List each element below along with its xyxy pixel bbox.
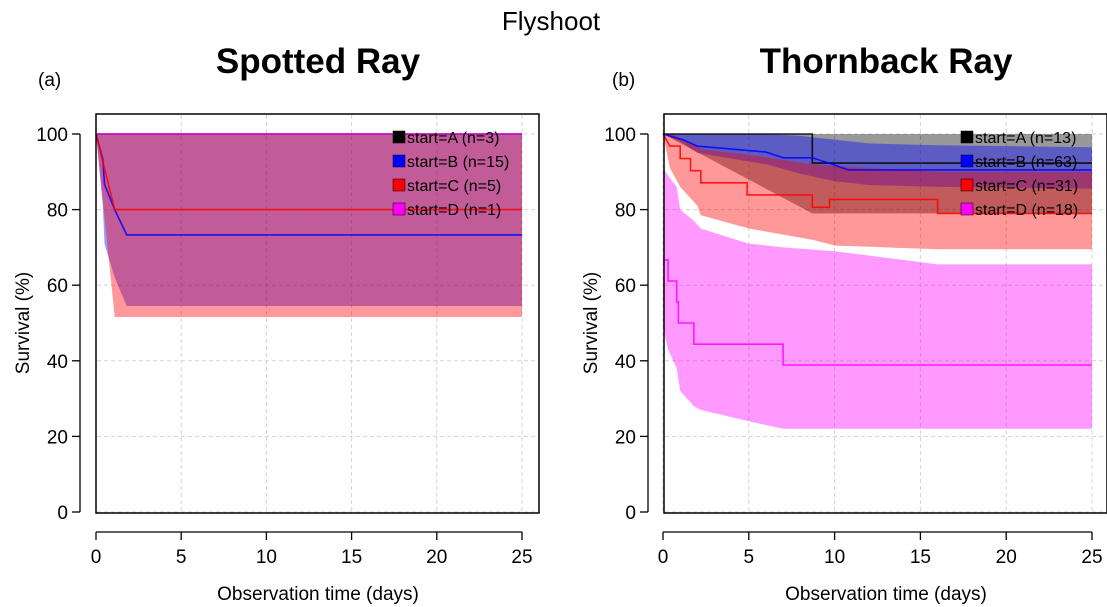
legend-label-a: start=A (n=13) [975,130,1076,147]
y-tick-label: 0 [625,503,636,524]
survival-curve-d [663,259,1092,366]
x-tick-label: 10 [256,547,277,568]
legend-label-d: start=D (n=1) [407,202,501,219]
y-tick-label: 0 [57,503,68,524]
legend-swatch-c [960,178,974,192]
y-tick-label: 60 [47,276,68,297]
panel-title: Thornback Ray [760,42,1013,81]
y-axis-label: Survival (%) [13,272,34,374]
survival-curves [662,133,1092,366]
panel-thornback-ray: Thornback Ray (b) 0 5 10 15 20 25 0 20 40 60 80 10… [581,42,1107,605]
y-tick-label: 100 [604,125,636,146]
x-tick-label: 10 [824,547,845,568]
legend-label-a: start=A (n=3) [407,130,500,147]
survival-curve-a [663,133,1092,164]
x-tick-label: 20 [996,547,1017,568]
legend-label-b: start=B (n=15) [407,154,509,171]
legend-swatch-a [960,130,974,144]
confidence-band-b [96,134,522,306]
y-tick-label: 60 [615,276,636,297]
grid [662,115,1106,513]
legend-label-c: start=C (n=31) [975,178,1078,195]
panel-label: (a) [38,70,61,91]
x-tick-label: 0 [91,547,102,568]
x-axis: 0 5 10 15 20 25 [91,531,533,568]
x-tick-label: 0 [658,547,669,568]
survival-curve-c [662,133,1092,215]
panel-label: (b) [612,70,635,91]
panel-title: Spotted Ray [216,42,421,81]
legend-label-d: start=D (n=18) [975,202,1078,219]
legend-swatch-d [392,202,406,216]
x-axis: 0 5 10 15 20 25 [658,531,1103,568]
legend: start=A (n=3) start=B (n=15) start=C (n=5)… [392,130,509,219]
x-tick-label: 15 [910,547,931,568]
y-tick-label: 20 [615,427,636,448]
figure-title: Flyshoot [502,6,601,36]
y-axis: 0 20 40 60 80 100 [604,125,649,524]
confidence-bands [663,134,1092,429]
survival-curve-b [662,133,1092,171]
survival-curves [95,133,522,236]
plot-frame [663,113,1107,514]
confidence-band-c [96,134,522,317]
y-tick-label: 100 [36,125,68,146]
legend-swatch-b [392,154,406,168]
legend-label-b: start=B (n=63) [975,154,1077,171]
confidence-bands [96,134,522,317]
x-tick-label: 25 [511,547,532,568]
x-tick-label: 5 [176,547,187,568]
x-tick-label: 20 [426,547,447,568]
survival-curve-c [95,133,522,211]
y-axis: 0 20 40 60 80 100 [36,125,81,524]
y-tick-label: 40 [47,352,68,373]
x-tick-label: 15 [341,547,362,568]
y-tick-label: 80 [615,201,636,222]
legend-swatch-d [960,202,974,216]
y-tick-label: 20 [47,427,68,448]
y-tick-label: 80 [47,201,68,222]
confidence-band-c [663,134,1092,250]
plot-frame [95,113,540,514]
x-tick-label: 5 [744,547,755,568]
legend-swatch-b [960,154,974,168]
confidence-band-b [663,134,1092,189]
legend-swatch-c [392,178,406,192]
legend: start=A (n=13) start=B (n=63) start=C (n=3… [960,130,1078,219]
panel-spotted-ray: Spotted Ray (a) 0 5 10 15 20 25 020406080100 … [13,42,540,605]
y-tick-label: 40 [615,352,636,373]
x-axis-label: Observation time (days) [217,584,419,605]
legend-swatch-a [392,130,406,144]
legend-label-c: start=C (n=5) [407,178,501,195]
x-tick-label: 25 [1081,547,1102,568]
confidence-band-d [663,168,1092,429]
x-axis-label: Observation time (days) [785,584,987,605]
y-axis-label: Survival (%) [581,272,602,374]
